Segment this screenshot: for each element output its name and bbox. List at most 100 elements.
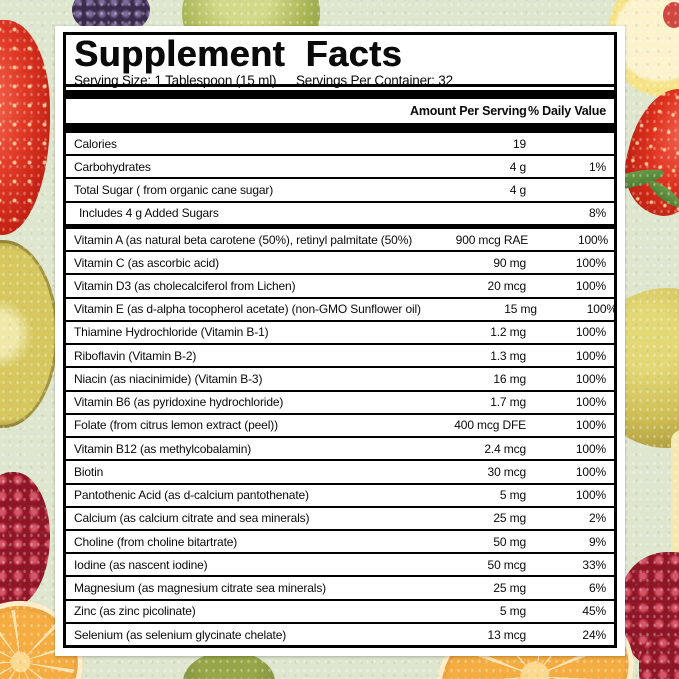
nutrient-amount: 25 mg: [493, 581, 526, 596]
nutrient-amount: 20 mcg: [487, 279, 527, 294]
nutrient-name: Vitamin B6 (as pyridoxine hydrochloride): [74, 395, 284, 410]
nutrient-daily-value: 100%: [586, 302, 617, 317]
table-row: Folate (from citrus lemon extract (peel)…: [66, 412, 614, 436]
nutrient-name: Vitamin B12 (as methylcobalamin): [74, 441, 252, 456]
nutrient-name: Magnesium (as magnesium citrate sea mine…: [74, 581, 327, 596]
table-row: Includes 4 g Added Sugars 8%: [66, 200, 614, 224]
table-row: Vitamin B6 (as pyridoxine hydrochloride)…: [66, 389, 614, 413]
nutrient-name: Total Sugar ( from organic cane sugar): [74, 183, 274, 198]
nutrient-table: Calories 19 Carbohydrates 4 g 1% Total S…: [66, 133, 617, 645]
nutrient-amount: 13 mcg: [487, 627, 527, 642]
table-row: Calories 19: [66, 133, 614, 154]
page-title: Supplement Facts: [74, 33, 403, 74]
nutrient-daily-value: 100%: [575, 348, 606, 363]
table-row: Riboflavin (Vitamin B-2) 1.3 mg 100%: [66, 343, 614, 366]
amount-per-serving-header: Amount Per Serving: [410, 104, 527, 118]
nutrient-amount: 5 mg: [499, 488, 526, 503]
table-row: Iodine (as nascent iodine) 50 mcg 33%: [66, 552, 614, 575]
table-row: Zinc (as zinc picolinate) 5 mg 45%: [66, 598, 614, 622]
nutrient-daily-value: 2%: [588, 511, 606, 526]
nutrient-daily-value: 100%: [575, 464, 606, 479]
nutrient-name: Zinc (as zinc picolinate): [74, 604, 196, 619]
nutrient-name: Selenium (as selenium glycinate chelate): [74, 627, 287, 642]
table-row: Vitamin A (as natural beta carotene (50%…: [66, 223, 614, 250]
nutrient-amount: 1.7 mg: [490, 395, 526, 410]
table-row: Choline (from choline bitartrate) 50 mg …: [66, 528, 614, 552]
supplement-facts-box: Supplement Facts Serving Size: 1 Tablesp…: [63, 32, 617, 648]
nutrient-daily-value: 100%: [575, 418, 606, 433]
nutrient-name: Vitamin A (as natural beta carotene (50%…: [74, 232, 413, 247]
raspberry-illustration-left: [0, 472, 50, 607]
berry-illustration-top-right: [663, 2, 679, 28]
nutrient-amount: 50 mcg: [487, 557, 527, 572]
table-row: Pantothenic Acid (as d-calcium pantothen…: [66, 482, 614, 506]
nutrient-name: Riboflavin (Vitamin B-2): [74, 348, 197, 363]
raspberry-illustration-bottom-right: [639, 635, 679, 679]
nutrient-daily-value: 100%: [575, 325, 606, 340]
title-section: Supplement Facts Serving Size: 1 Tablesp…: [66, 33, 614, 88]
nutrient-daily-value: 100%: [575, 255, 606, 270]
nutrient-name: Niacin (as niacinimide) (Vitamin B-3): [74, 371, 263, 386]
nutrient-name: Vitamin E (as d-alpha tocopherol acetate…: [74, 302, 421, 317]
table-row: Vitamin E (as d-alpha tocopherol acetate…: [66, 296, 617, 320]
nutrient-amount: 1.3 mg: [490, 348, 526, 363]
nutrient-daily-value: 1%: [588, 159, 606, 174]
supplement-facts-panel: Supplement Facts Serving Size: 1 Tablesp…: [55, 26, 625, 656]
kiwi-slice-illustration-left: [0, 240, 58, 428]
divider-bar: [66, 90, 614, 99]
table-row: Vitamin D3 (as cholecalciferol from Lich…: [66, 273, 614, 296]
table-row: Total Sugar ( from organic cane sugar) 4…: [66, 177, 614, 200]
nutrient-name: Pantothenic Acid (as d-calcium pantothen…: [74, 488, 309, 503]
nutrient-daily-value: 45%: [582, 604, 606, 619]
nutrient-amount: 15 mg: [504, 302, 537, 317]
nutrient-name: Biotin: [74, 464, 104, 479]
divider-bar: [66, 123, 614, 133]
nutrient-amount: 30 mcg: [487, 464, 527, 479]
table-row: Selenium (as selenium glycinate chelate)…: [66, 621, 614, 645]
table-header: Amount Per Serving % Daily Value: [66, 99, 614, 123]
nutrient-amount: 900 mcg RAE: [455, 232, 529, 247]
nutrient-amount: 1.2 mg: [490, 325, 526, 340]
lemon-edge-illustration-right: [671, 430, 679, 570]
daily-value-header: % Daily Value: [528, 104, 606, 118]
nutrient-daily-value: 24%: [582, 627, 606, 642]
serving-info: Serving Size: 1 Tablespoon (15 ml) Servi…: [74, 73, 606, 88]
nutrient-name: Carbohydrates: [74, 159, 151, 174]
nutrient-name: Calories: [74, 136, 117, 151]
strawberry-illustration-left: [0, 20, 50, 235]
nutrient-amount: 400 mcg DFE: [454, 418, 526, 433]
nutrient-daily-value: 100%: [575, 395, 606, 410]
nutrient-daily-value: 100%: [575, 371, 606, 386]
nutrient-amount: 16 mg: [493, 371, 526, 386]
nutrient-name: Includes 4 g Added Sugars: [79, 206, 219, 221]
nutrient-amount: 2.4 mcg: [484, 441, 526, 456]
nutrient-name: Iodine (as nascent iodine): [74, 557, 208, 572]
table-row: Calcium (as calcium citrate and sea mine…: [66, 505, 614, 529]
nutrient-name: Choline (from choline bitartrate): [74, 534, 238, 549]
table-row: Niacin (as niacinimide) (Vitamin B-3) 16…: [66, 366, 614, 389]
nutrient-name: Calcium (as calcium citrate and sea mine…: [74, 511, 310, 526]
table-row: Carbohydrates 4 g 1%: [66, 154, 614, 177]
table-row: Thiamine Hydrochloride (Vitamin B-1) 1.2…: [66, 319, 614, 343]
nutrient-amount: 50 mg: [493, 534, 526, 549]
servings-per-container: Servings Per Container: 32: [296, 73, 453, 88]
nutrient-amount: 25 mg: [493, 511, 526, 526]
nutrient-daily-value: 100%: [577, 232, 609, 247]
nutrient-amount: 19: [512, 136, 526, 151]
table-row: Biotin 30 mcg 100%: [66, 459, 614, 482]
nutrient-daily-value: 6%: [588, 581, 606, 596]
nutrient-amount: 90 mg: [493, 255, 526, 270]
nutrient-name: Vitamin C (as ascorbic acid): [74, 255, 219, 270]
nutrient-name: Thiamine Hydrochloride (Vitamin B-1): [74, 325, 269, 340]
nutrient-name: Vitamin D3 (as cholecalciferol from Lich…: [74, 279, 296, 294]
nutrient-daily-value: 8%: [588, 206, 606, 221]
nutrient-daily-value: 33%: [582, 557, 606, 572]
nutrient-amount: 5 mg: [499, 604, 526, 619]
nutrient-daily-value: 9%: [588, 534, 606, 549]
nutrient-amount: 4 g: [509, 183, 526, 198]
nutrient-daily-value: 100%: [575, 488, 606, 503]
nutrient-daily-value: 100%: [575, 441, 606, 456]
nutrient-amount: 4 g: [509, 159, 526, 174]
table-row: Vitamin B12 (as methylcobalamin) 2.4 mcg…: [66, 436, 614, 459]
table-row: Magnesium (as magnesium citrate sea mine…: [66, 575, 614, 598]
